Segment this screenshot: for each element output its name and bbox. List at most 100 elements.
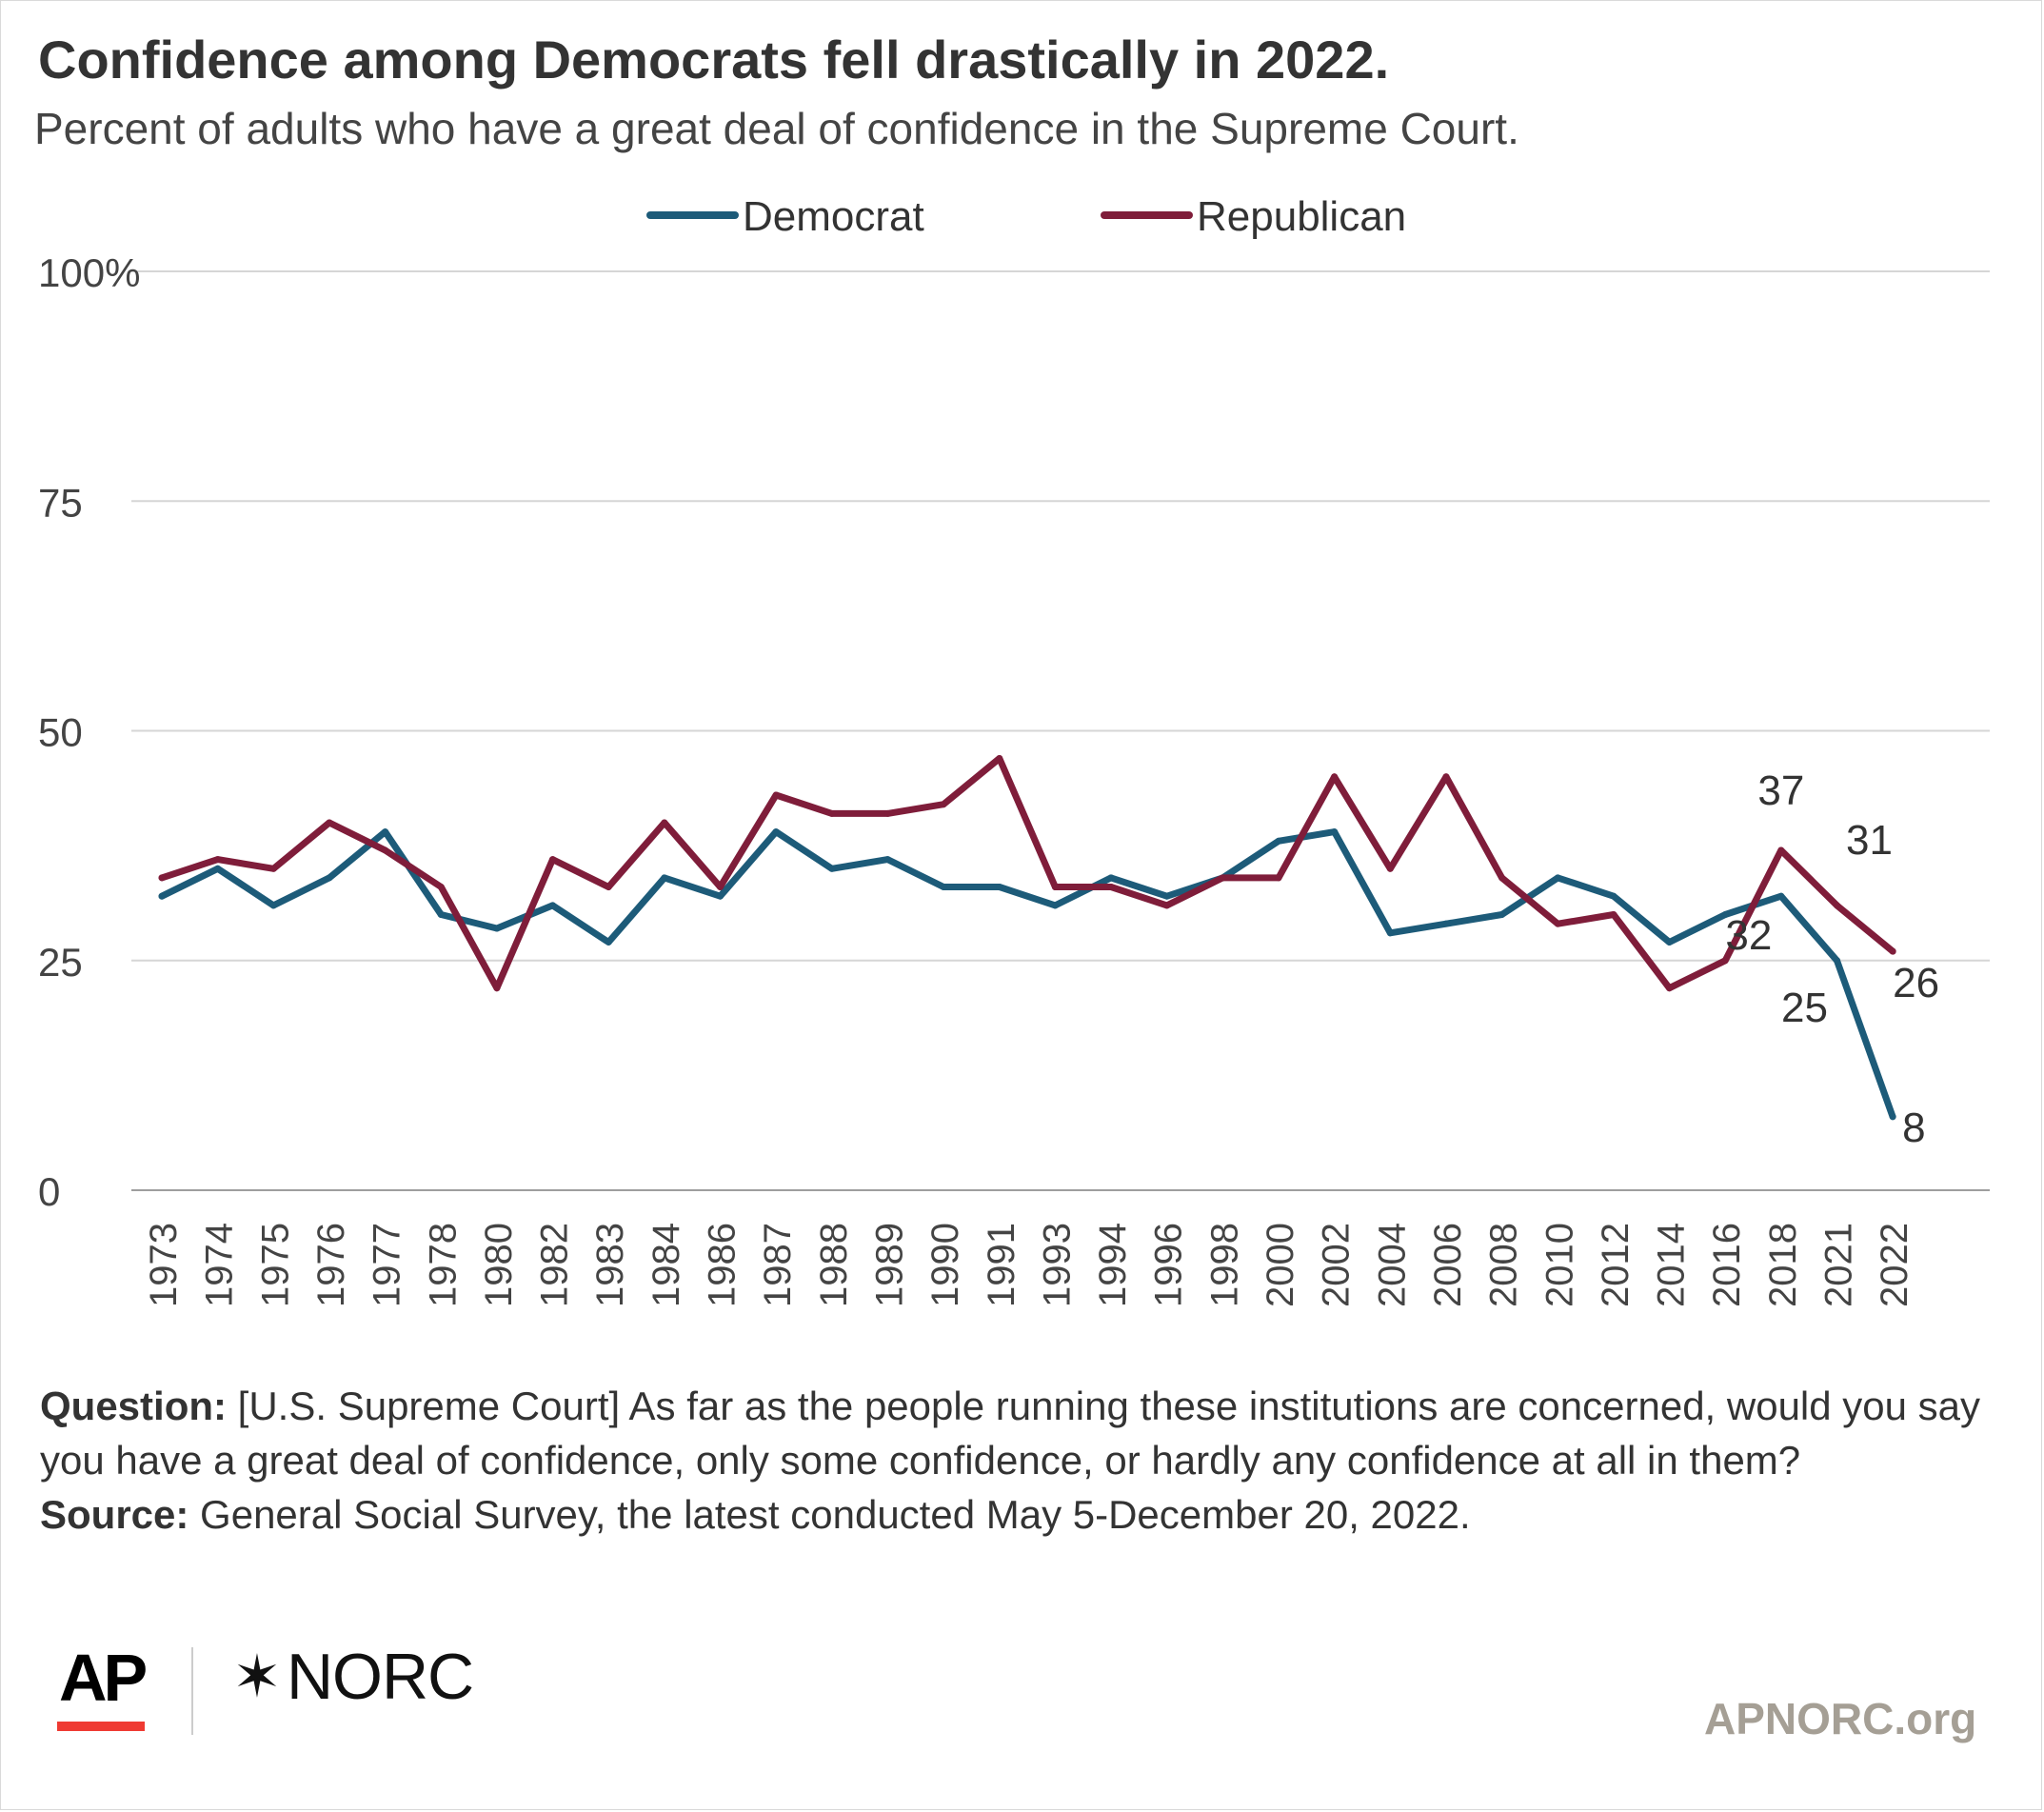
x-axis: 1973 1974 1975 1976 1977 1978 1980 1982 1983 1984… [143, 1223, 1915, 1307]
x-tick-label: 1987 [757, 1223, 799, 1307]
x-tick-label: 1990 [924, 1223, 966, 1307]
x-tick-label: 1984 [645, 1223, 687, 1307]
x-tick-label: 2021 [1818, 1223, 1860, 1307]
x-tick-label: 2000 [1260, 1223, 1301, 1307]
data-point-democrat [549, 902, 557, 909]
data-point-democrat [1834, 957, 1840, 965]
y-tick-label: 25 [38, 940, 83, 985]
y-tick-label: 100% [38, 250, 140, 295]
norc-logo-text: NORC [286, 1641, 474, 1713]
x-tick-label: 1980 [478, 1223, 520, 1307]
logo-divider [191, 1647, 193, 1735]
data-point-republican [772, 791, 780, 799]
x-tick-label: 2014 [1651, 1223, 1693, 1307]
data-point-republican [493, 985, 501, 992]
data-point-republican [269, 865, 277, 872]
x-tick-label: 2004 [1371, 1223, 1413, 1307]
data-point-democrat [158, 892, 166, 900]
data-point-democrat [437, 911, 445, 918]
data-point-democrat [1889, 1113, 1896, 1121]
data-point-democrat [1275, 837, 1282, 845]
data-point-republican [158, 874, 166, 882]
data-point-republican [437, 884, 445, 891]
line-chart: Democrat Republican 0 25 50 75 100% 1973 1974… [38, 193, 1990, 1307]
x-tick-label: 1994 [1092, 1223, 1134, 1307]
x-tick-label: 1991 [981, 1223, 1022, 1307]
data-point-democrat [661, 874, 668, 882]
data-point-republican [1107, 884, 1115, 891]
y-tick-label: 0 [38, 1169, 60, 1214]
question-text: [U.S. Supreme Court] As far as the peopl… [40, 1384, 1981, 1483]
data-point-democrat [828, 865, 836, 872]
data-label: 31 [1846, 817, 1893, 864]
x-tick-label: 2002 [1316, 1223, 1358, 1307]
data-point-republican [661, 819, 668, 826]
data-point-republican [1721, 957, 1729, 965]
data-point-republican [717, 884, 724, 891]
data-point-republican [940, 801, 947, 808]
grid [131, 270, 1990, 1191]
source-label: Source: [40, 1492, 189, 1537]
data-point-republican [883, 809, 891, 817]
data-point-republican [1386, 865, 1394, 872]
x-tick-label: 2006 [1427, 1223, 1469, 1307]
x-tick-label: 1983 [589, 1223, 631, 1307]
data-point-republican [1275, 874, 1282, 882]
ap-logo: AP [59, 1641, 148, 1715]
x-tick-label: 1975 [254, 1223, 296, 1307]
data-point-democrat [1666, 938, 1674, 946]
source-note: Source: General Social Survey, the lates… [40, 1487, 1982, 1542]
x-tick-label: 1993 [1036, 1223, 1078, 1307]
norc-star-icon: ✶ [232, 1644, 282, 1710]
chart-title: Confidence among Democrats fell drastica… [38, 30, 1390, 90]
data-point-democrat [1610, 892, 1617, 900]
data-label: 25 [1781, 985, 1828, 1031]
x-tick-label: 1998 [1203, 1223, 1245, 1307]
norc-logo: ✶NORC [232, 1640, 474, 1714]
x-tick-label: 2010 [1538, 1223, 1580, 1307]
x-tick-label: 1978 [422, 1223, 464, 1307]
data-label: 8 [1902, 1105, 1925, 1151]
data-point-democrat [214, 865, 222, 872]
data-point-republican [1498, 874, 1506, 882]
data-point-republican [326, 819, 333, 826]
data-point-republican [1889, 947, 1896, 955]
data-point-democrat [1163, 892, 1171, 900]
data-label: 26 [1893, 960, 1939, 1006]
data-point-republican [214, 856, 222, 864]
x-tick-label: 1974 [199, 1223, 241, 1307]
data-point-democrat [493, 925, 501, 932]
data-point-democrat [1777, 892, 1785, 900]
data-point-democrat [605, 938, 612, 946]
x-tick-label: 2012 [1595, 1223, 1637, 1307]
data-point-democrat [269, 902, 277, 909]
data-point-democrat [1442, 920, 1450, 927]
data-point-republican [1331, 773, 1339, 781]
data-point-democrat [1331, 828, 1339, 836]
data-point-democrat [940, 884, 947, 891]
chart-notes: Question: [U.S. Supreme Court] As far as… [40, 1379, 1982, 1542]
data-point-republican [382, 846, 389, 854]
x-tick-label: 1989 [868, 1223, 910, 1307]
data-point-democrat [1721, 911, 1729, 918]
series-line-republican [158, 755, 1896, 992]
legend: Democrat Republican [646, 193, 1406, 240]
question-note: Question: [U.S. Supreme Court] As far as… [40, 1379, 1982, 1487]
data-label: 37 [1757, 767, 1804, 814]
data-point-democrat [717, 892, 724, 900]
series-lines [158, 754, 1896, 1121]
y-tick-label: 50 [38, 710, 83, 755]
data-point-democrat [772, 828, 780, 836]
data-point-democrat [1498, 911, 1506, 918]
x-tick-label: 2022 [1874, 1223, 1915, 1307]
data-point-democrat [1051, 902, 1059, 909]
website-link[interactable]: APNORC.org [1704, 1694, 1977, 1743]
x-tick-label: 1988 [813, 1223, 855, 1307]
source-text: General Social Survey, the latest conduc… [200, 1492, 1471, 1537]
data-point-republican [1554, 920, 1561, 927]
data-point-democrat [1386, 929, 1394, 937]
data-point-republican [828, 809, 836, 817]
legend-label-democrat: Democrat [743, 193, 924, 240]
data-point-democrat [382, 828, 389, 836]
data-point-republican [1163, 902, 1171, 909]
